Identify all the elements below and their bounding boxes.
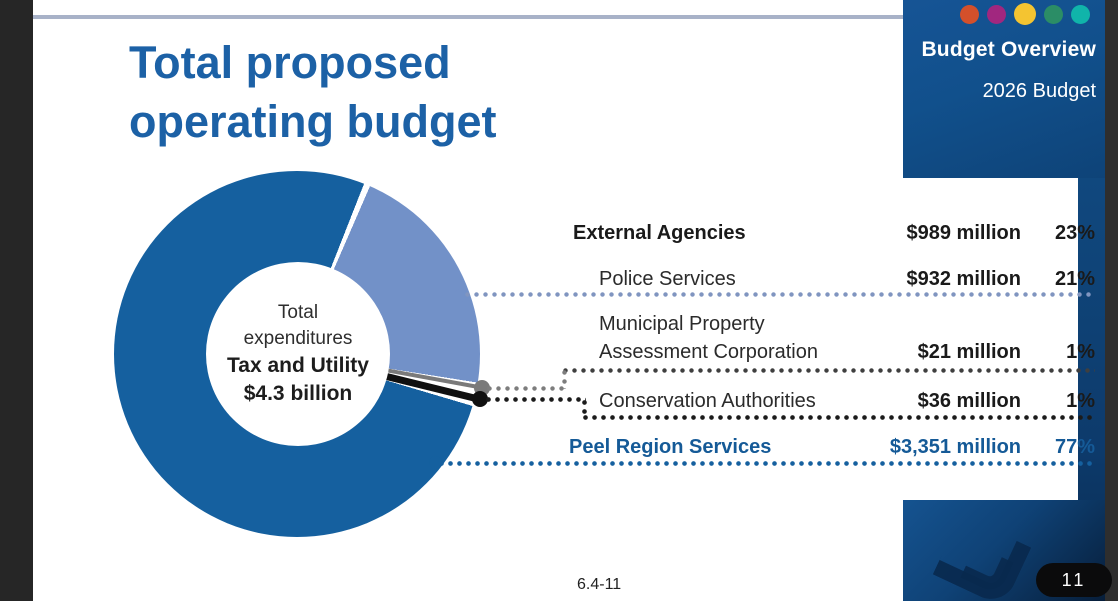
conservation-connector-horizontal xyxy=(486,397,586,402)
brand-dot-teal xyxy=(1071,4,1090,24)
legend-value: $989 million xyxy=(906,222,1022,244)
police-leader-dot xyxy=(454,289,467,302)
legend-label: Peel Region Services xyxy=(569,436,772,458)
police-leader-line xyxy=(465,292,1093,297)
legend-row-conservation-authorities: Conservation Authorities $36 million 1% xyxy=(568,386,1095,416)
legend-label: External Agencies xyxy=(573,222,746,244)
budget-slide: Budget Overview 2026 Budget Total propos… xyxy=(33,0,1105,601)
legend-label: Conservation Authorities xyxy=(599,390,816,412)
viewer-left-gutter xyxy=(0,0,33,601)
legend-label-line1: Municipal Property xyxy=(599,313,765,335)
legend-label: Police Services xyxy=(599,268,736,290)
legend-percent: 21% xyxy=(1054,268,1095,290)
mpac-connector-vertical xyxy=(562,370,567,389)
legend-value: $3,351 million xyxy=(889,436,1021,458)
peel-leader-dot xyxy=(429,456,442,469)
page-number-pill: 11 xyxy=(1036,563,1112,597)
mpac-rule-line xyxy=(563,368,1095,373)
legend-row-external-agencies: External Agencies $989 million 23% xyxy=(568,218,1095,248)
mpac-connector-horizontal xyxy=(487,386,567,391)
slide-header-box: Budget Overview 2026 Budget xyxy=(903,0,1105,178)
legend-percent: 77% xyxy=(1054,436,1095,458)
legend-percent: 1% xyxy=(1066,390,1095,412)
legend-value: $36 million xyxy=(917,390,1021,412)
brand-dot-green xyxy=(1044,4,1063,24)
slide-title-line1: Total proposed xyxy=(129,37,451,88)
conservation-rule-line xyxy=(583,415,1095,420)
legend-percent: 1% xyxy=(1066,341,1095,363)
brand-dot-yellow xyxy=(1014,3,1036,25)
legend-value: $21 million xyxy=(917,341,1021,363)
conservation-leader-dot xyxy=(472,391,488,407)
center-line4: $4.3 billion xyxy=(243,382,353,405)
slide-title: Total proposed operating budget xyxy=(129,33,496,151)
brand-dot-magenta xyxy=(987,4,1006,24)
legend-row-mpac: Municipal Property Assessment Corporatio… xyxy=(568,310,1095,367)
center-line2: expenditures xyxy=(243,328,353,349)
header-subtitle: 2026 Budget xyxy=(982,80,1096,102)
legend-label-line2: Assessment Corporation xyxy=(599,341,818,363)
legend-row-peel-region-services: Peel Region Services $3,351 million 77% xyxy=(568,432,1095,462)
center-line3: Tax and Utility xyxy=(227,354,369,377)
donut-center-label: Total expenditures Tax and Utility $4.3 … xyxy=(206,262,390,446)
legend-percent: 23% xyxy=(1054,222,1095,244)
legend-value: $932 million xyxy=(906,268,1022,290)
brand-dot-orange xyxy=(960,4,979,24)
legend-row-police-services: Police Services $932 million 21% xyxy=(568,264,1095,294)
legend-label: Municipal Property Assessment Corporatio… xyxy=(568,310,836,367)
viewer-right-gutter xyxy=(1105,0,1118,601)
center-line1: Total xyxy=(277,302,319,323)
peel-leader-line xyxy=(439,461,1095,466)
conservation-connector-vertical xyxy=(582,400,587,416)
slide-top-rule xyxy=(33,15,903,19)
slide-title-line2: operating budget xyxy=(129,96,497,147)
brand-dots xyxy=(960,3,1090,25)
header-title: Budget Overview xyxy=(921,38,1096,61)
page-reference: 6.4-11 xyxy=(577,576,622,593)
